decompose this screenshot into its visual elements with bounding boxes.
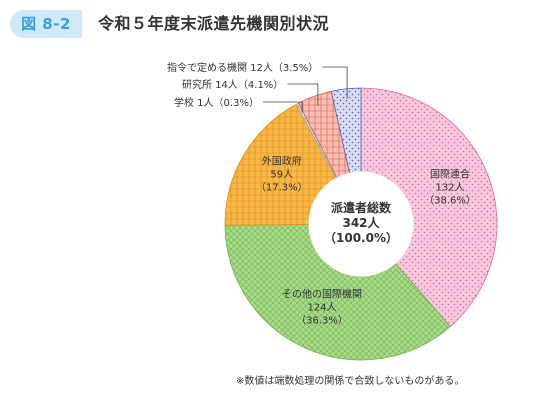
slice-label-1-2: （36.3%）	[296, 315, 348, 327]
slice-label-0-0: 国際連合	[430, 168, 470, 181]
center-label-2: （100.0%）	[324, 230, 398, 245]
callout-label-4: 研究所 14人（4.1%）	[182, 78, 283, 91]
slice-label-1-1: 124人	[307, 302, 336, 314]
leader-line-4	[287, 83, 319, 106]
callout-label-3: 学校 1人（0.3%）	[174, 96, 259, 109]
slice-label-1-0: その他の国際機関	[282, 288, 362, 301]
center-label-1: 342人	[342, 215, 380, 230]
figure-title: 令和５年度末派遣先機関別状況	[98, 14, 330, 33]
slice-label-2-2: （17.3%）	[256, 181, 308, 193]
leader-line-5	[322, 66, 348, 99]
slice-label-2-1: 59人	[270, 168, 293, 180]
pie-slice-1	[224, 223, 451, 361]
slice-label-0-2: （38.6%）	[424, 195, 476, 207]
footnote: ※数値は端数処理の関係で合致しないものがある。	[236, 376, 465, 387]
center-label-0: 派遣者総数	[331, 200, 392, 215]
callout-label-5: 指令で定める機関 12人（3.5%）	[167, 61, 318, 74]
center-total-disc	[308, 171, 414, 277]
figure-header: 図 8-2 令和５年度末派遣先機関別状況	[0, 0, 540, 40]
slice-label-2-0: 外国政府	[262, 154, 302, 167]
pie-slice-0	[360, 87, 498, 328]
figure-number-badge: 図 8-2	[10, 10, 82, 38]
slice-label-0-1: 132人	[435, 182, 464, 194]
leader-line-3	[263, 101, 303, 113]
